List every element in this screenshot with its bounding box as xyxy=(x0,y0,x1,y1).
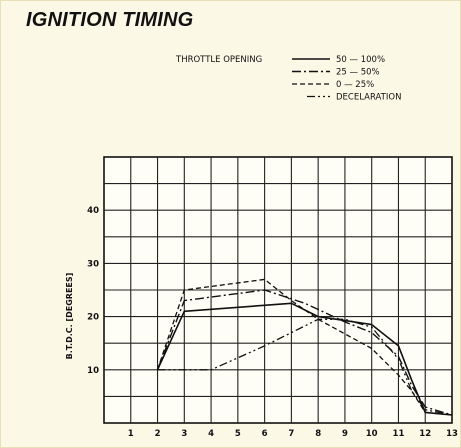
x-tick-label: 6 xyxy=(262,429,268,439)
series-line-4 xyxy=(157,318,453,416)
x-tick-label: 1 xyxy=(128,429,134,439)
x-tick-label: 4 xyxy=(208,429,214,439)
x-tick-label: 13 xyxy=(446,429,458,439)
x-tick-label: 10 xyxy=(366,429,378,439)
legend-label-3: 0 — 25% xyxy=(336,80,374,90)
x-tick-label: 9 xyxy=(342,429,348,439)
legend-title: THROTTLE OPENING xyxy=(175,55,262,65)
x-tick-label: 11 xyxy=(393,429,405,439)
legend-label-1: 50 — 100% xyxy=(336,55,385,65)
y-tick-label: 30 xyxy=(87,259,99,269)
x-tick-label: 5 xyxy=(235,429,241,439)
x-tick-label: 2 xyxy=(155,429,161,439)
legend-label-2: 25 — 50% xyxy=(336,68,380,78)
x-tick-label: 3 xyxy=(181,429,187,439)
y-tick-label: 20 xyxy=(87,313,99,323)
legend-label-4: DECELARATION xyxy=(336,93,401,103)
y-tick-label: 10 xyxy=(87,366,99,376)
page-title: IGNITION TIMING xyxy=(26,9,194,31)
chart-series xyxy=(156,278,453,416)
y-tick-label: 40 xyxy=(87,206,99,216)
x-tick-label: 12 xyxy=(419,429,431,439)
series-line-1 xyxy=(156,302,453,416)
x-tick-label: 8 xyxy=(315,429,321,439)
legend: THROTTLE OPENING 50 — 100% 25 — 50% 0 — 25… xyxy=(175,55,401,103)
series-line-3 xyxy=(156,278,453,416)
y-axis-label: B.T.D.C. [DEGREES] xyxy=(65,273,74,360)
chart-grid xyxy=(103,156,453,424)
series-line-2 xyxy=(156,289,453,416)
x-tick-label: 7 xyxy=(288,429,294,439)
